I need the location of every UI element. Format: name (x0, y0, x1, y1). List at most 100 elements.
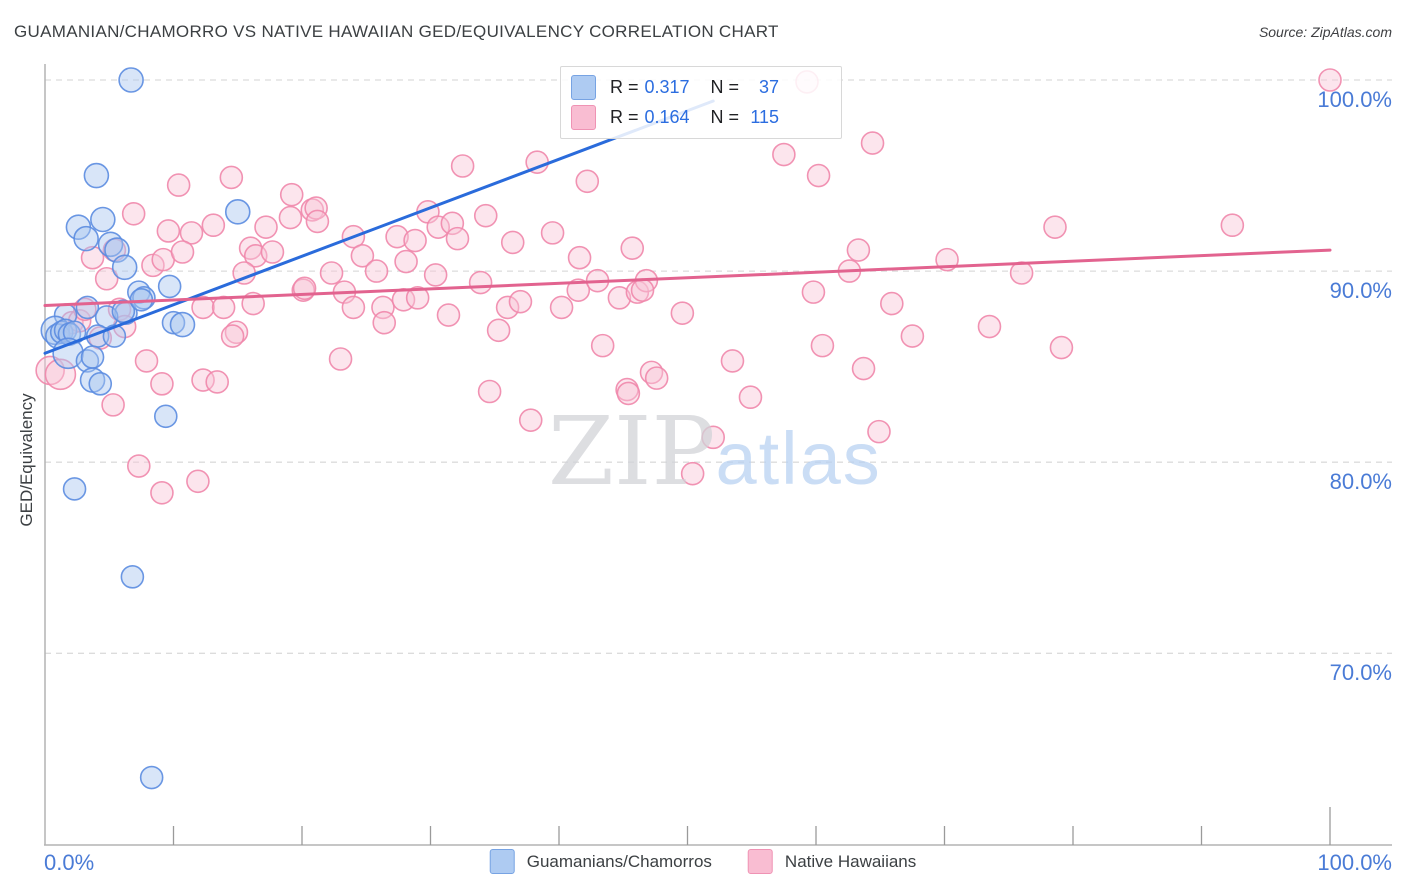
data-point-hawaiian[interactable] (670, 301, 695, 325)
data-point-hawaiian[interactable] (851, 356, 876, 381)
data-point-hawaiian[interactable] (1318, 68, 1342, 92)
data-point-hawaiian[interactable] (1049, 335, 1074, 360)
data-point-hawaiian[interactable] (279, 182, 304, 207)
data-point-hawaiian[interactable] (486, 318, 511, 343)
data-point-hawaiian[interactable] (426, 215, 451, 239)
data-point-guamanian[interactable] (111, 254, 138, 281)
data-point-hawaiian[interactable] (219, 165, 244, 190)
data-point-guamanian[interactable] (73, 225, 99, 252)
data-point-hawaiian[interactable] (701, 425, 726, 450)
data-point-hawaiian[interactable] (720, 349, 745, 373)
data-point-guamanian[interactable] (90, 206, 116, 233)
data-point-hawaiian[interactable] (300, 198, 325, 222)
data-point-hawaiian[interactable] (94, 266, 119, 291)
data-point-guamanian[interactable] (224, 199, 251, 225)
data-point-hawaiian[interactable] (156, 219, 181, 243)
data-point-hawaiian[interactable] (186, 469, 210, 494)
data-point-hawaiian[interactable] (440, 211, 465, 236)
data-point-hawaiian[interactable] (394, 249, 418, 274)
data-point-hawaiian[interactable] (495, 295, 520, 320)
data-point-guamanian[interactable] (153, 404, 178, 429)
data-point-hawaiian[interactable] (423, 263, 448, 287)
data-point-hawaiian[interactable] (680, 461, 705, 486)
data-point-hawaiian[interactable] (278, 205, 303, 230)
data-point-hawaiian[interactable] (44, 358, 77, 391)
data-point-hawaiian[interactable] (473, 203, 498, 228)
data-point-hawaiian[interactable] (372, 310, 397, 335)
data-point-hawaiian[interactable] (445, 226, 470, 251)
data-point-hawaiian[interactable] (127, 454, 151, 478)
data-point-hawaiian[interactable] (166, 173, 191, 197)
data-point-guamanian[interactable] (88, 372, 113, 396)
data-point-hawaiian[interactable] (540, 221, 565, 245)
data-point-hawaiian[interactable] (772, 142, 796, 167)
data-point-hawaiian[interactable] (450, 154, 475, 178)
data-point-hawaiian[interactable] (1009, 261, 1034, 285)
data-point-hawaiian[interactable] (508, 289, 533, 314)
data-point-hawaiian[interactable] (364, 259, 389, 283)
data-point-hawaiian[interactable] (846, 238, 871, 262)
data-point-guamanian[interactable] (62, 477, 87, 501)
data-point-hawaiian[interactable] (616, 381, 641, 406)
data-point-hawaiian[interactable] (80, 245, 105, 270)
data-point-hawaiian[interactable] (385, 224, 409, 249)
data-point-guamanian[interactable] (118, 67, 144, 93)
data-point-hawaiian[interactable] (341, 295, 366, 320)
data-point-hawaiian[interactable] (319, 261, 344, 285)
data-point-hawaiian[interactable] (549, 295, 574, 320)
legend-item-hawaiians[interactable]: Native Hawaiians (747, 849, 916, 874)
data-point-hawaiian[interactable] (801, 280, 826, 304)
data-point-guamanian[interactable] (75, 295, 100, 320)
data-point-hawaiian[interactable] (500, 230, 525, 255)
legend-item-guamanians[interactable]: Guamanians/Chamorros (489, 849, 712, 874)
data-point-hawaiian[interactable] (1043, 215, 1067, 239)
data-point-hawaiian[interactable] (900, 324, 925, 348)
data-point-guamanian[interactable] (83, 162, 110, 189)
data-point-guamanian[interactable] (169, 311, 196, 338)
data-point-hawaiian[interactable] (224, 320, 249, 345)
data-point-hawaiian[interactable] (403, 228, 427, 253)
data-point-hawaiian[interactable] (211, 295, 236, 320)
data-point-hawaiian[interactable] (738, 385, 763, 410)
data-point-hawaiian[interactable] (150, 480, 174, 505)
data-point-hawaiian[interactable] (880, 291, 904, 316)
data-point-hawaiian[interactable] (566, 278, 591, 303)
data-point-hawaiian[interactable] (260, 240, 285, 264)
data-point-guamanian[interactable] (80, 345, 105, 369)
data-point-guamanian[interactable] (139, 765, 164, 790)
data-point-hawaiian[interactable] (201, 213, 226, 238)
data-point-hawaiian[interactable] (977, 314, 1002, 339)
data-point-hawaiian[interactable] (170, 240, 195, 264)
data-point-guamanian[interactable] (157, 274, 182, 299)
data-point-hawaiian[interactable] (644, 366, 669, 390)
data-point-hawaiian[interactable] (1220, 213, 1245, 238)
data-point-hawaiian[interactable] (630, 278, 655, 303)
data-point-hawaiian[interactable] (150, 372, 174, 396)
data-point-hawaiian[interactable] (518, 408, 543, 432)
data-point-hawaiian[interactable] (567, 245, 592, 270)
data-point-hawaiian[interactable] (468, 270, 493, 295)
data-point-hawaiian[interactable] (477, 379, 502, 404)
data-point-guamanian[interactable] (53, 318, 78, 343)
data-point-hawaiian[interactable] (607, 286, 632, 310)
data-point-hawaiian[interactable] (134, 349, 159, 373)
data-point-hawaiian[interactable] (220, 324, 245, 348)
data-point-hawaiian[interactable] (305, 209, 330, 234)
data-point-hawaiian[interactable] (436, 303, 461, 327)
data-point-hawaiian[interactable] (620, 236, 645, 260)
data-point-hawaiian[interactable] (205, 370, 229, 394)
data-point-hawaiian[interactable] (254, 215, 278, 239)
data-point-hawaiian[interactable] (590, 333, 615, 358)
data-point-hawaiian[interactable] (575, 169, 600, 194)
data-point-hawaiian[interactable] (810, 333, 835, 358)
data-point-hawaiian[interactable] (806, 163, 831, 188)
data-point-hawaiian[interactable] (350, 244, 375, 268)
data-point-hawaiian[interactable] (101, 393, 125, 417)
data-point-hawaiian[interactable] (860, 131, 885, 155)
data-point-hawaiian[interactable] (121, 201, 146, 226)
data-point-guamanian[interactable] (120, 565, 145, 589)
data-point-hawaiian[interactable] (405, 286, 430, 310)
data-point-hawaiian[interactable] (867, 419, 891, 444)
data-point-hawaiian[interactable] (328, 347, 353, 371)
data-point-hawaiian[interactable] (179, 221, 204, 245)
